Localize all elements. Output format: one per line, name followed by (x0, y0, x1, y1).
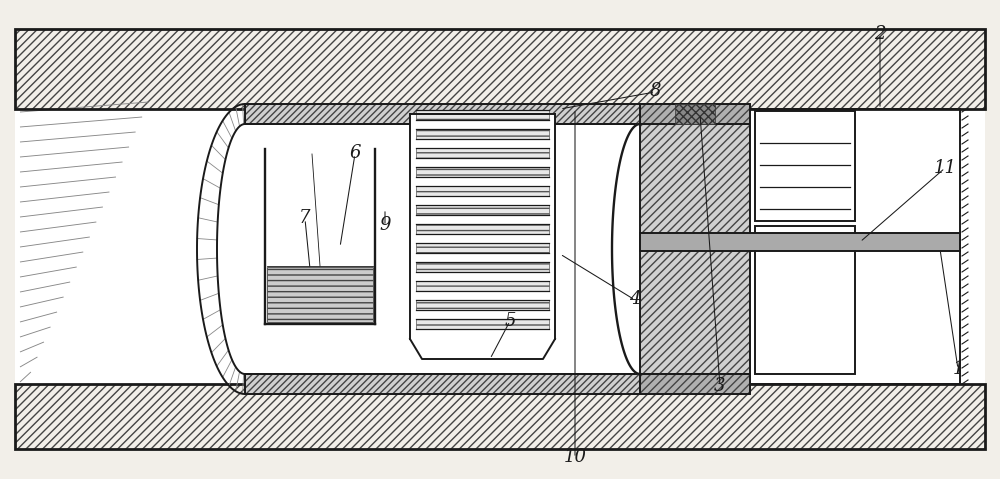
Text: 11: 11 (934, 159, 956, 177)
Bar (416, 110, 549, 120)
Bar (15, 109, 985, 384)
Bar (416, 186, 549, 196)
Bar (416, 148, 549, 158)
Bar (750, 109, 960, 384)
Bar (245, 374, 700, 394)
Bar (245, 124, 700, 374)
Bar (675, 104, 715, 124)
Bar (640, 374, 750, 394)
Bar (266, 149, 374, 323)
Bar (640, 124, 750, 374)
Bar (416, 262, 549, 272)
Bar (245, 104, 700, 124)
Bar (640, 233, 960, 251)
Text: 1: 1 (952, 360, 964, 378)
Bar (755, 111, 855, 221)
Bar (245, 374, 700, 394)
Text: 10: 10 (564, 448, 586, 467)
Bar (640, 124, 750, 374)
Bar (245, 104, 700, 124)
Bar (15, 29, 985, 109)
Bar (640, 104, 750, 124)
Bar (15, 384, 985, 449)
Text: 2: 2 (874, 24, 886, 43)
Bar (416, 205, 549, 215)
Text: 4: 4 (629, 290, 641, 308)
Text: 9: 9 (379, 216, 391, 234)
Bar (416, 319, 549, 329)
Text: 6: 6 (349, 144, 361, 162)
Bar (15, 384, 985, 449)
Bar (410, 114, 555, 339)
Polygon shape (217, 124, 245, 374)
Text: 5: 5 (504, 312, 516, 330)
Bar (416, 281, 549, 291)
Text: 7: 7 (299, 209, 311, 227)
Text: 8: 8 (649, 82, 661, 100)
Polygon shape (612, 124, 640, 374)
Bar (267, 267, 373, 322)
Bar (640, 374, 750, 394)
Bar (416, 300, 549, 310)
Bar (416, 224, 549, 234)
Text: 3: 3 (714, 376, 726, 395)
Bar (416, 243, 549, 253)
Bar (416, 129, 549, 139)
Bar (416, 167, 549, 177)
Bar (640, 104, 750, 124)
Bar (755, 226, 855, 374)
Bar (15, 29, 985, 109)
